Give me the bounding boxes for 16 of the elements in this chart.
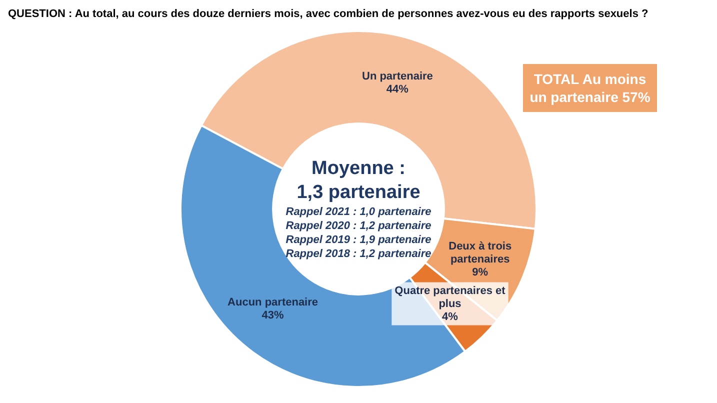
text: 1,3 partenaire [296, 182, 420, 204]
text: Rappel 2018 : 1,2 partenaire [286, 248, 432, 260]
text: TOTAL Au moins un partenaire 57% [523, 64, 657, 112]
slice-label: Aucun partenaire [228, 296, 318, 309]
data-label: 44% [386, 84, 409, 96]
slice-label: Deux à trois partenaires [448, 240, 512, 266]
text: Rappel 2020 : 1,2 partenaire [286, 220, 432, 232]
slice-label: Quatre partenaires et plus [394, 284, 506, 310]
data-label: 43% [262, 310, 284, 322]
data-label: 9% [472, 266, 488, 279]
slice-label: Un partenaire [362, 70, 433, 83]
text: Rappel 2021 : 1,0 partenaire [286, 206, 432, 218]
text: Rappel 2019 : 1,9 partenaire [286, 234, 432, 246]
chart-title: QUESTION : Au total, au cours des douze derniers mois, avec combien de personnes avez-vous eu des rapports sexuels ? [8, 8, 650, 22]
text: Moyenne : [312, 158, 406, 180]
data-label: 4% [442, 310, 458, 323]
